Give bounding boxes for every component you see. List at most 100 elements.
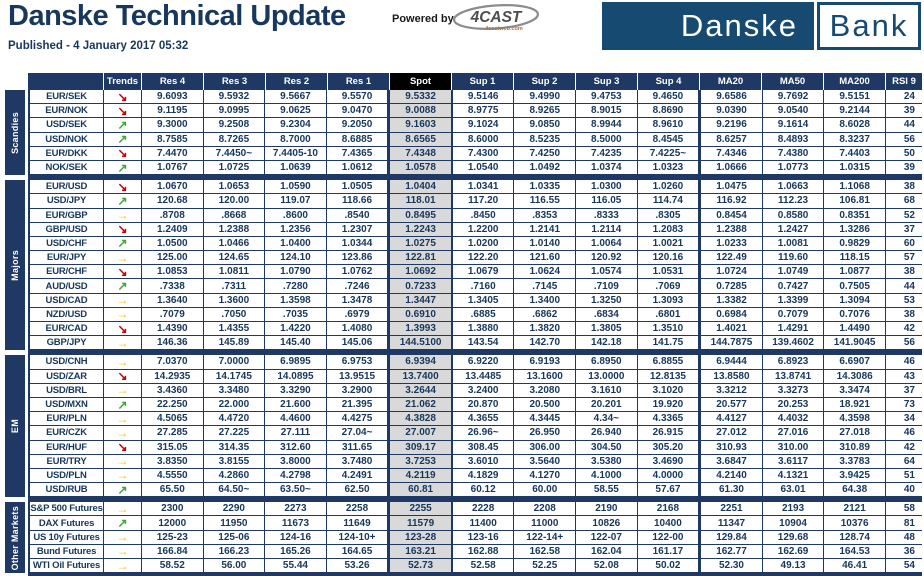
cell-rsi9: 51 [903, 469, 915, 481]
cell-res3: 9.0995 [204, 104, 266, 118]
cell-ma200: 18.921 [824, 397, 886, 412]
cell-spot: 1.3993 [388, 322, 453, 336]
cell-sup2: 1.0140 [514, 236, 577, 251]
cell-sup2: 1.0492 [514, 160, 577, 175]
trend-flat-icon: → [116, 208, 129, 222]
cell-res2: 1.3598 [265, 293, 327, 307]
cell-sup3: 9.4753 [576, 90, 638, 104]
instrument-label: EUR/CAD [28, 322, 104, 336]
cell-ma20: 20.577 [699, 397, 763, 412]
cell-res2: 55.44 [265, 559, 327, 573]
cell-ma50: 6.8923 [763, 355, 825, 369]
group-other-markets: Other Markets S&P 500 Futures → 2300 2290 227… [5, 502, 922, 574]
cell-ma20: 6.9444 [699, 355, 763, 369]
cell-sup3: 10826 [576, 516, 638, 530]
cell-sup1: 308.45 [453, 440, 515, 454]
cell-sup3: 58.55 [576, 483, 638, 497]
cell-res4: 14.2935 [142, 369, 204, 383]
cell-res3: .8668 [204, 208, 266, 222]
cell-sup4: 161.17 [638, 544, 700, 558]
trend-up-icon: ↗ [117, 194, 128, 208]
cell-ma200: 7.4403 [824, 146, 886, 160]
cell-sup4: .8305 [638, 208, 700, 222]
cell-res2: 145.40 [265, 336, 327, 350]
cell-res2: 1.0400 [265, 236, 327, 251]
cell-res4: 1.3640 [142, 293, 204, 307]
cell-ma20: 310.93 [699, 440, 763, 454]
cell-spot: 9.0088 [388, 104, 453, 118]
instrument-label: DAX Futures [28, 516, 104, 530]
cell-res3: 145.89 [204, 336, 266, 350]
instrument-label: USD/ZAR [28, 369, 104, 383]
trend-cell: ↘ [104, 104, 142, 118]
cell-sup1: 117.20 [453, 194, 515, 208]
trend-cell: → [104, 355, 142, 369]
cell-res1: 311.65 [327, 440, 389, 454]
cell-rsi9: 39 [903, 105, 915, 117]
bank-wordmark: Bank [817, 2, 921, 50]
cell-res1: 4.2491 [327, 468, 389, 483]
cell-res3: 7.4450~ [204, 146, 266, 160]
instrument-label: EUR/GBP [28, 208, 104, 222]
instrument-label: USD/NOK [28, 132, 104, 146]
cell-sup4: 4.0000 [638, 468, 700, 483]
cell-ma200: 310.89 [824, 440, 886, 454]
cell-ma50: 310.00 [763, 440, 825, 454]
trend-down-icon: ↘ [117, 369, 128, 383]
trend-down-icon: ↘ [117, 265, 128, 279]
cell-sup4: 7.4225~ [638, 146, 700, 160]
trend-flat-icon: → [116, 426, 129, 440]
cell-res3: 4.4720 [204, 412, 266, 426]
cell-sup2: 1.3820 [514, 322, 577, 336]
cell-sup4: 114.74 [638, 194, 700, 208]
instrument-label: NZD/USD [28, 307, 104, 321]
cell-spot: 3.7253 [388, 454, 453, 468]
instrument-row: USD/SEK ↗ 9.3000 9.2508 9.2304 9.2050 9.1603 9.… [28, 118, 922, 133]
instrument-row: EUR/PLN → 4.5065 4.4720 4.4600 4.4275 4.3828 4.… [28, 412, 922, 427]
cell-ma200: 3.3474 [824, 383, 886, 397]
cell-ma20: 7.4346 [699, 146, 763, 160]
cell-ma20: 1.0724 [699, 265, 763, 279]
cell-sup3: 1.3805 [576, 322, 638, 336]
group-separator [5, 175, 922, 181]
cell-sup2: 20.500 [514, 397, 577, 412]
cell-res4: 166.84 [142, 544, 204, 558]
cell-spot: 4.2119 [388, 468, 453, 483]
cell-sup4: 9.4650 [638, 90, 700, 104]
cell-res2: 14.0895 [265, 369, 327, 383]
instrument-row: AUD/USD ↗ .7338.7311.7280.7246 0.7233.7160.… [28, 279, 922, 294]
cell-ma20: 9.6586 [699, 90, 763, 104]
cell-sup2: 8.5235 [514, 132, 577, 146]
instrument-row: USD/CHF ↗ 1.0500 1.0466 1.0400 1.0344 1.0275 1.… [28, 236, 922, 252]
cell-ma20: 2251 [699, 502, 763, 516]
cell-sup4: 3.4690 [638, 454, 700, 468]
cell-sup4: .7069 [638, 279, 700, 293]
cell-sup3: 26.940 [576, 426, 638, 440]
instrument-row: EUR/DKK ↘ 7.4470 7.4450~ 7.4405-10 7.4365 7.43… [28, 146, 922, 161]
instrument-row: USD/ZAR ↘ 14.2935 14.1745 14.0895 13.9515 13.7… [28, 369, 922, 384]
cell-rsi9: 44 [903, 119, 915, 131]
cell-ma20: 144.7875 [699, 336, 763, 350]
danske-bank-logo: Danske Bank [602, 2, 921, 50]
cell-res2: .7280 [265, 279, 327, 293]
cell-sup4: 50.02 [638, 559, 700, 573]
trend-flat-icon: → [116, 293, 129, 307]
cell-ma200: 8.6028 [824, 118, 886, 132]
cell-spot: 0.6910 [388, 307, 453, 321]
trend-down-icon: ↘ [117, 104, 128, 118]
trend-up-icon: ↗ [117, 279, 128, 293]
cell-rsi9: 38 [903, 266, 915, 278]
cell-sup2: 26.950 [514, 426, 577, 440]
cell-ma20: 1.2388 [699, 222, 763, 236]
cell-ma20: 1.0666 [699, 160, 763, 175]
trend-flat-icon: → [116, 336, 129, 350]
instrument-label: USD/MXN [28, 397, 104, 412]
cell-spot: 0.8495 [388, 208, 453, 222]
cell-sup4: 6.8855 [638, 355, 700, 369]
cell-res4: 125-23 [142, 530, 204, 544]
trend-flat-icon: → [116, 559, 129, 573]
cell-sup3: 20.201 [576, 397, 638, 412]
trend-down-icon: ↘ [117, 222, 128, 236]
cell-rsi9: 34 [903, 413, 915, 425]
cell-sup4: 305.20 [638, 440, 700, 454]
